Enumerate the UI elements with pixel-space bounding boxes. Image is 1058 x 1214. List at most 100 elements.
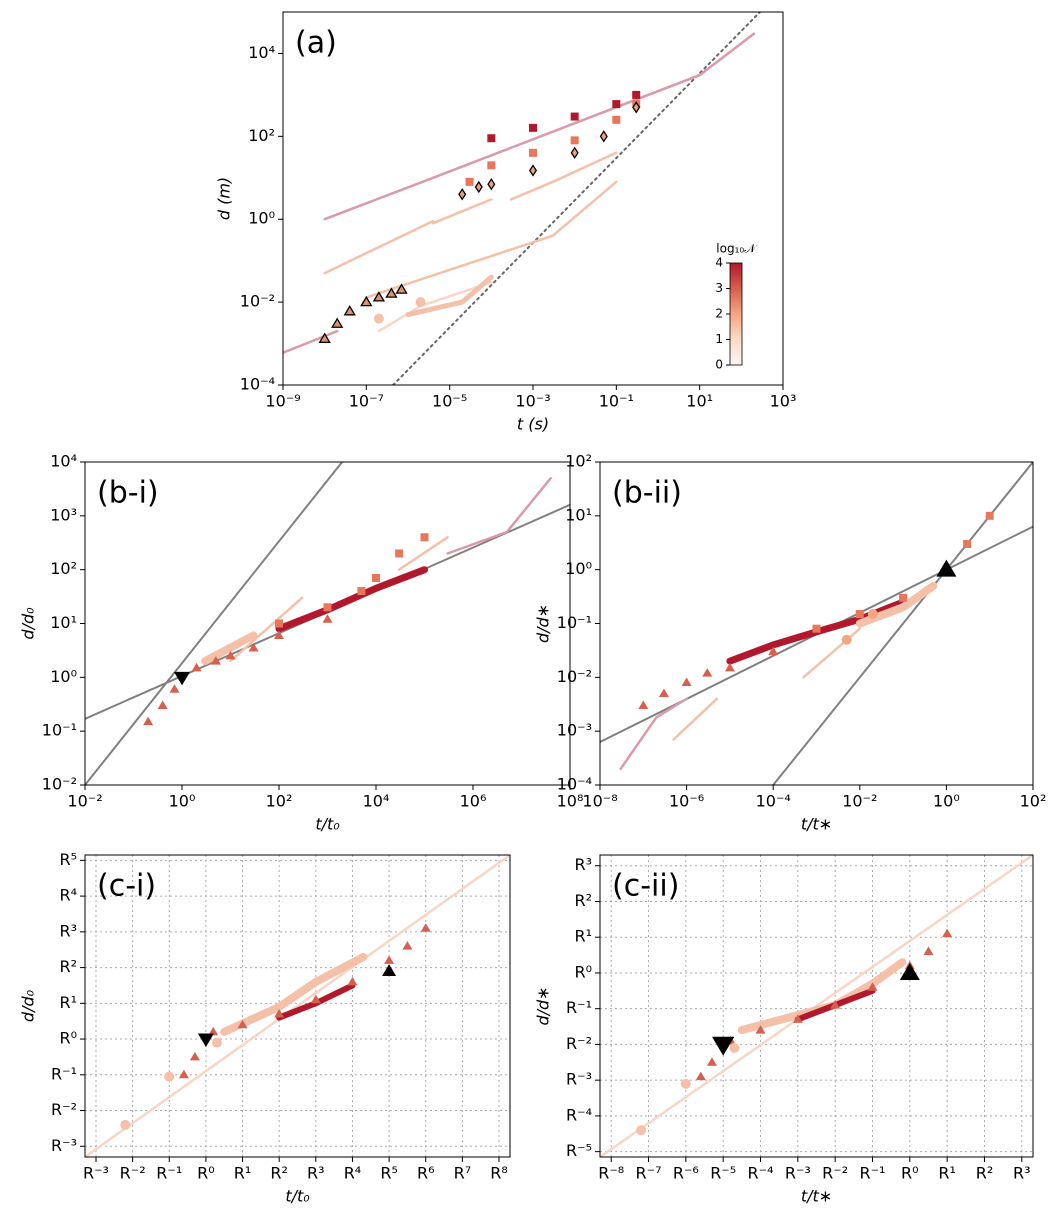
y-tick-label: 10¹ — [565, 505, 592, 524]
line — [276, 982, 356, 1021]
marker — [612, 115, 621, 124]
x-tick-label: R² — [270, 1164, 288, 1183]
marker — [211, 1037, 222, 1048]
colorbar-tick-label: 0 — [715, 358, 723, 372]
panel-label: (b-i) — [97, 476, 159, 511]
marker — [143, 716, 154, 726]
y-tick-label: 10⁴ — [248, 43, 275, 62]
marker — [373, 313, 384, 324]
marker — [248, 643, 259, 652]
marker — [347, 976, 358, 986]
panel-label: (b-ii) — [612, 476, 682, 511]
line — [397, 536, 449, 571]
y-tick-label: R⁴ — [59, 886, 77, 905]
marker — [323, 603, 332, 612]
x-tick-label: R⁻⁸ — [598, 1164, 624, 1183]
marker — [638, 700, 649, 709]
y-tick-label: R¹ — [59, 993, 77, 1012]
x-tick-label: 10² — [266, 792, 293, 811]
line — [220, 952, 368, 1036]
line — [509, 151, 618, 201]
marker — [385, 287, 398, 298]
x-tick-label: 10⁸ — [557, 792, 584, 811]
marker — [899, 593, 908, 602]
marker — [274, 1009, 285, 1018]
y-tick-label: R⁻⁵ — [566, 1141, 592, 1160]
line — [446, 476, 552, 555]
marker — [395, 549, 404, 558]
colorbar-tick-label: 1 — [715, 332, 723, 346]
marker — [210, 656, 221, 665]
marker — [487, 178, 496, 191]
colorbar — [729, 262, 743, 366]
y-axis-label: d (m) — [215, 177, 234, 220]
marker — [382, 964, 397, 977]
x-axis-label: t/t∗ — [801, 1187, 832, 1206]
y-tick-label: 10⁻³ — [557, 721, 592, 740]
line — [283, 329, 339, 354]
marker — [724, 662, 735, 672]
panel-label: (a) — [295, 26, 337, 61]
x-tick-label: 10⁻² — [842, 792, 877, 811]
y-tick-label: 10² — [50, 559, 77, 578]
marker — [658, 688, 669, 698]
x-tick-label: R⁸ — [490, 1164, 508, 1183]
x-tick-label: R³ — [307, 1164, 325, 1183]
x-tick-label: R⁻⁷ — [636, 1164, 662, 1183]
x-tick-label: 10² — [1020, 792, 1047, 811]
y-tick-label: 10³ — [50, 505, 77, 524]
marker — [197, 1033, 214, 1048]
marker — [178, 1069, 189, 1079]
axes-frame — [84, 854, 511, 1158]
marker — [841, 634, 852, 645]
y-tick-label: 10⁻¹ — [42, 721, 77, 740]
panel-label: (c-ii) — [612, 869, 679, 904]
plot-area — [600, 855, 1033, 1157]
x-tick-label: 10⁻³ — [515, 392, 550, 411]
x-tick-label: 10⁻⁴ — [756, 792, 791, 811]
y-tick-label: 10⁻¹ — [557, 613, 592, 632]
x-tick-label: R⁰ — [197, 1164, 215, 1183]
x-axis-label: t/t₀ — [315, 815, 340, 834]
marker — [855, 610, 864, 619]
y-tick-label: R⁻² — [566, 1034, 592, 1053]
x-tick-label: R¹ — [234, 1164, 252, 1183]
colorbar-tick-label: 2 — [715, 307, 723, 321]
marker — [729, 1042, 740, 1053]
x-tick-label: 10³ — [770, 392, 797, 411]
marker — [702, 668, 713, 677]
marker — [420, 923, 431, 932]
marker — [208, 1026, 219, 1036]
line — [392, 12, 761, 385]
y-tick-label: 10⁻² — [42, 775, 77, 794]
axes-frame — [599, 854, 1034, 1158]
marker — [157, 700, 168, 709]
y-tick-label: 10¹ — [50, 613, 77, 632]
marker — [680, 1078, 691, 1089]
y-tick-label: R² — [574, 891, 592, 910]
line — [405, 274, 494, 318]
x-tick-label: 10⁶ — [460, 792, 487, 811]
line — [737, 958, 907, 1035]
marker — [169, 684, 180, 693]
marker — [237, 1019, 248, 1029]
x-tick-label: R⁻² — [120, 1164, 146, 1183]
x-tick-label: R⁻³ — [83, 1164, 109, 1183]
x-tick-label: 10⁻⁹ — [265, 392, 300, 411]
marker — [612, 100, 621, 109]
x-tick-label: R⁻² — [822, 1164, 848, 1183]
y-tick-label: R⁻¹ — [566, 998, 592, 1017]
marker — [310, 994, 321, 1004]
marker — [275, 619, 283, 628]
marker — [191, 662, 202, 672]
y-tick-label: R⁻⁴ — [566, 1105, 592, 1124]
x-tick-label: 10⁻⁷ — [349, 392, 384, 411]
line — [323, 219, 435, 275]
x-tick-label: R⁰ — [901, 1164, 919, 1183]
x-tick-label: 10⁻¹ — [599, 392, 634, 411]
marker — [792, 1014, 803, 1023]
x-tick-label: 10⁻² — [67, 792, 102, 811]
x-tick-label: R⁶ — [417, 1164, 435, 1183]
y-tick-label: R⁻² — [51, 1100, 77, 1119]
